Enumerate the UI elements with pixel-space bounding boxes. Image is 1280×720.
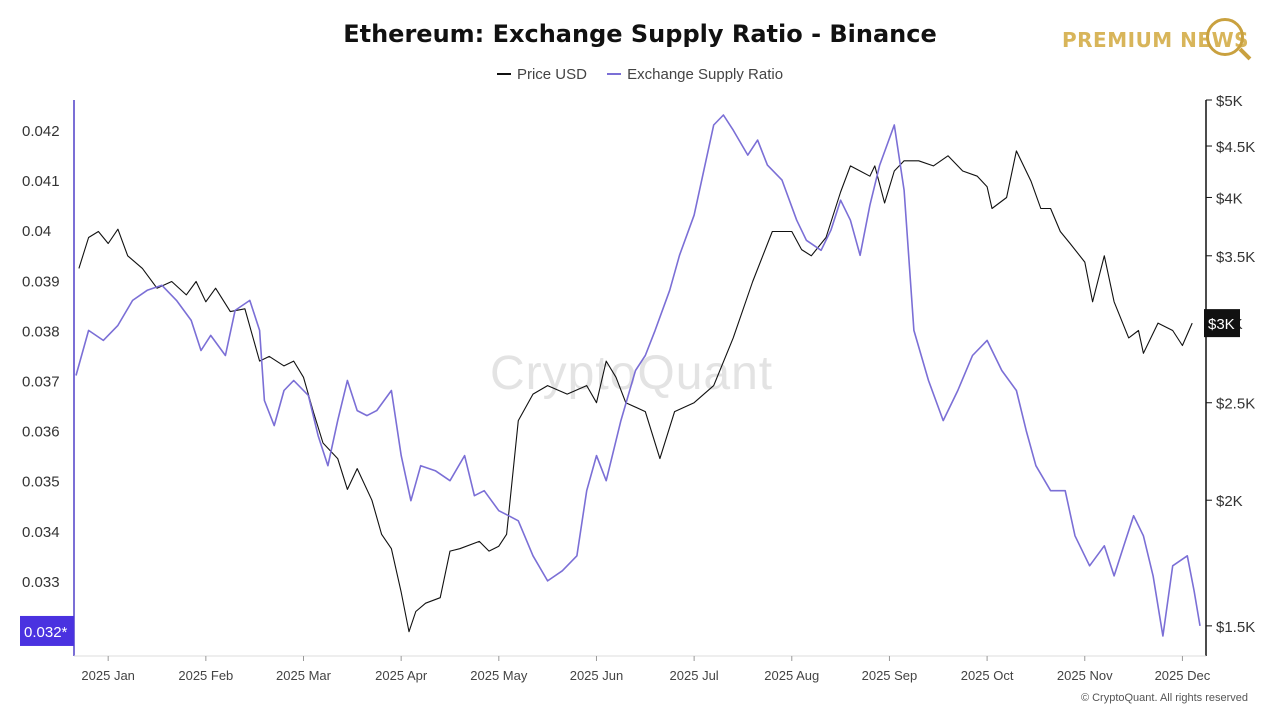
legend-label-ratio: Exchange Supply Ratio	[627, 65, 784, 83]
y-left-tick-label: 0.041	[22, 173, 60, 190]
x-tick-label: 2025 Dec	[1155, 668, 1211, 683]
y-right-tick-label: $4.5K	[1216, 139, 1255, 156]
y-left-tick-label: 0.042	[22, 123, 60, 140]
current-price-badge	[1204, 309, 1240, 338]
y-left-tick-label: 0.036	[22, 424, 60, 441]
legend: Price USD Exchange Supply Ratio	[0, 62, 1280, 83]
y-left-tick-label: 0.035	[22, 474, 60, 491]
y-right-tick-label: $2.5K	[1216, 396, 1255, 413]
y-right-tick-label: $2K	[1216, 493, 1243, 510]
x-tick-label: 2025 Apr	[375, 668, 428, 683]
y-left-tick-label: 0.037	[22, 374, 60, 391]
legend-swatch-ratio	[607, 73, 622, 75]
x-tick-label: 2025 Jul	[670, 668, 719, 683]
y-right-tick-label: $4K	[1216, 190, 1243, 207]
y-right-tick-label: $1.5K	[1216, 619, 1255, 636]
exchange-supply-ratio-line	[75, 114, 1201, 637]
y-left-tick-label: 0.039	[22, 273, 60, 290]
y-left-tick-label: 0.033	[22, 574, 60, 591]
copyright-footer: © CryptoQuant. All rights reserved	[1080, 692, 1248, 704]
price-usd-line	[78, 150, 1193, 633]
y-right-tick-label: $3.5K	[1216, 249, 1255, 266]
x-tick-label: 2025 May	[470, 668, 528, 683]
x-tick-label: 2025 Jan	[81, 668, 135, 683]
x-tick-label: 2025 Oct	[961, 668, 1014, 683]
chart-title: Ethereum: Exchange Supply Ratio - Binanc…	[343, 20, 937, 48]
x-tick-label: 2025 Sep	[862, 668, 918, 683]
x-tick-label: 2025 Nov	[1057, 668, 1113, 683]
current-ratio-value: 0.032*	[24, 624, 68, 641]
legend-label-price: Price USD	[516, 65, 587, 83]
x-tick-label: 2025 Aug	[764, 668, 819, 683]
x-tick-label: 2025 Mar	[276, 668, 332, 683]
legend-item-price[interactable]: Price USD	[496, 65, 587, 83]
current-ratio-badge	[20, 615, 74, 646]
x-tick-label: 2025 Feb	[178, 668, 233, 683]
legend-swatch-price	[496, 73, 511, 75]
y-left-tick-label: 0.038	[22, 323, 60, 340]
y-right-tick-label: $5K	[1216, 93, 1243, 110]
legend-item-ratio[interactable]: Exchange Supply Ratio	[607, 66, 783, 83]
y-left-tick-label: 0.034	[22, 524, 60, 541]
current-price-value: $3K	[1208, 316, 1235, 333]
magnifier-icon	[1206, 18, 1244, 56]
x-tick-label: 2025 Jun	[570, 668, 624, 683]
y-left-tick-label: 0.04	[22, 223, 51, 240]
premium-news-logo: PREMIUM NEWS	[1058, 14, 1258, 64]
